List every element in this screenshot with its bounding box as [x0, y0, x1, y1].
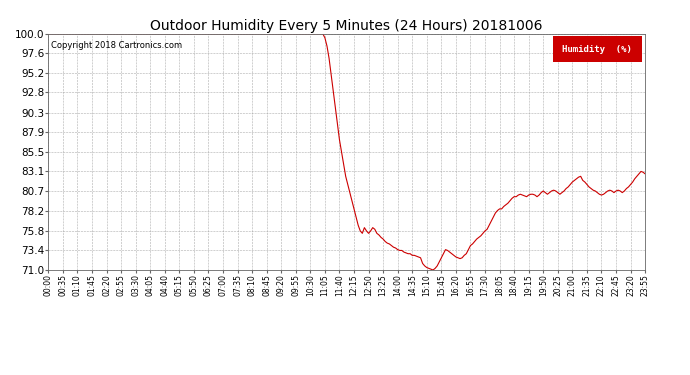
Text: Copyright 2018 Cartronics.com: Copyright 2018 Cartronics.com: [51, 41, 182, 50]
Title: Outdoor Humidity Every 5 Minutes (24 Hours) 20181006: Outdoor Humidity Every 5 Minutes (24 Hou…: [150, 19, 543, 33]
